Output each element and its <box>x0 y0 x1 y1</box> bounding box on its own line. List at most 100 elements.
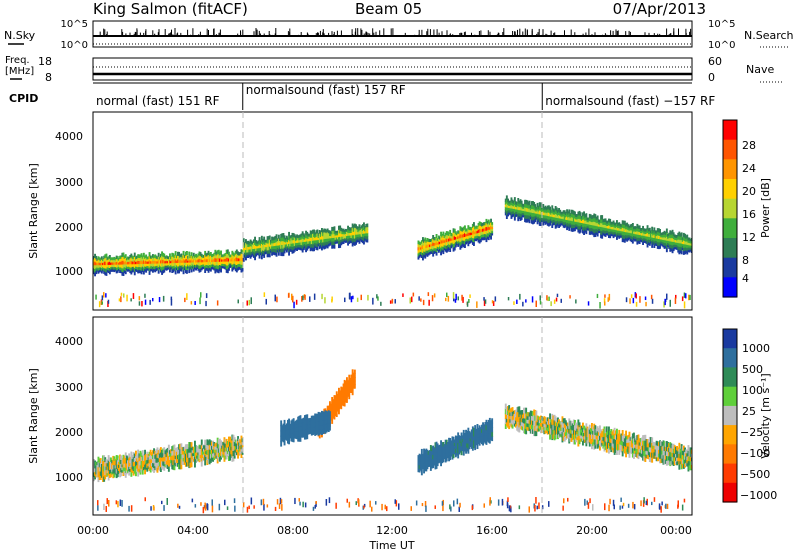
power-echo-cell <box>569 217 572 221</box>
power-echo-cell <box>465 241 467 245</box>
power-echo-cell <box>105 260 108 265</box>
power-echo-cell <box>453 235 456 240</box>
power-echo-cell <box>586 223 589 227</box>
power-echo-cell <box>263 240 266 245</box>
power-noise-cell <box>149 299 151 305</box>
velocity-echo-cell <box>445 444 448 449</box>
velocity-echo-cell <box>165 449 168 454</box>
power-echo-cell <box>627 224 630 228</box>
velocity-echo-cell <box>233 445 236 451</box>
power-echo-cell <box>601 230 604 235</box>
velocity-echo-cell <box>213 445 216 450</box>
power-echo-cell <box>572 227 575 232</box>
velocity-echo-cell <box>165 463 168 469</box>
power-echo-cell <box>153 265 155 269</box>
power-echo-cell <box>562 224 565 228</box>
power-echo-cell <box>450 232 453 236</box>
velocity-echo-cell <box>467 448 470 454</box>
power-echo-cell <box>119 255 121 260</box>
power-echo-cell <box>634 228 636 232</box>
velocity-echo-cell <box>108 457 111 462</box>
velocity-echo-cell <box>467 442 470 449</box>
power-echo-cell <box>612 229 615 233</box>
power-echo-cell <box>224 266 227 270</box>
power-echo-cell <box>107 264 110 268</box>
velocity-echo-cell <box>321 429 323 435</box>
velocity-echo-cell <box>465 429 467 436</box>
velocity-echo-cell <box>226 453 229 457</box>
power-echo-cell <box>677 232 680 237</box>
velocity-echo-cell <box>322 415 325 421</box>
power-echo-cell <box>623 227 626 232</box>
velocity-echo-cell <box>323 428 326 433</box>
power-echo-cell <box>347 238 349 243</box>
velocity-echo-cell <box>110 465 112 470</box>
power-echo-cell <box>618 227 621 231</box>
power-echo-cell <box>488 229 491 233</box>
power-echo-cell <box>149 255 152 259</box>
power-echo-cell <box>212 258 214 262</box>
velocity-echo-cell <box>549 418 551 425</box>
power-echo-cell <box>243 252 246 256</box>
power-echo-cell <box>471 223 474 228</box>
power-echo-cell <box>646 243 649 248</box>
velocity-echo-cell <box>471 435 474 442</box>
velocity-echo-cell <box>292 418 295 424</box>
power-echo-cell <box>485 222 488 227</box>
power-echo-cell <box>517 205 520 210</box>
power-echo-cell <box>343 237 346 241</box>
power-echo-cell <box>682 236 685 241</box>
power-echo-cell <box>660 242 663 246</box>
power-echo-cell <box>141 255 144 259</box>
velocity-echo-cell <box>423 463 425 469</box>
velocity-echo-cell <box>572 438 575 445</box>
velocity-echo-cell <box>173 454 176 461</box>
velocity-echo-cell <box>434 447 437 454</box>
power-echo-cell <box>321 246 323 251</box>
velocity-echo-cell <box>188 442 191 448</box>
power-echo-cell <box>650 238 652 242</box>
power-echo-cell <box>639 230 642 233</box>
velocity-echo-cell <box>293 421 296 426</box>
velocity-echo-cell <box>107 455 110 461</box>
power-echo-cell <box>322 238 325 243</box>
power-echo-cell <box>238 260 241 264</box>
power-noise-cell <box>263 292 266 298</box>
velocity-echo-cell <box>177 462 179 467</box>
power-echo-cell <box>504 198 507 202</box>
power-echo-cell <box>595 219 598 224</box>
power-echo-cell <box>256 245 259 249</box>
velocity-echo-cell <box>306 424 309 430</box>
velocity-echo-cell <box>208 458 211 465</box>
velocity-echo-cell <box>473 435 475 441</box>
power-echo-cell <box>477 223 480 227</box>
power-echo-cell <box>351 223 354 228</box>
power-echo-cell <box>173 254 176 258</box>
power-echo-cell <box>579 222 582 227</box>
power-echo-cell <box>637 240 640 244</box>
velocity-echo-cell <box>290 424 293 430</box>
power-echo-cell <box>203 261 205 265</box>
velocity-echo-cell <box>118 464 120 468</box>
velocity-echo-cell <box>505 414 508 419</box>
power-echo-cell <box>586 217 589 221</box>
velocity-echo-cell <box>544 420 547 425</box>
nsky-tick-top: 10^5 <box>61 19 88 30</box>
power-echo-cell <box>97 270 100 274</box>
power-echo-cell <box>478 235 481 240</box>
power-echo-cell <box>440 247 442 252</box>
power-echo-cell <box>181 262 184 266</box>
velocity-echo-cell <box>475 438 478 443</box>
power-echo-cell <box>254 252 256 257</box>
power-echo-cell <box>547 215 550 220</box>
velocity-echo-cell <box>341 397 344 402</box>
power-echo-cell <box>95 255 98 260</box>
nsky-spikes <box>99 28 692 36</box>
velocity-echo-cell <box>191 446 194 451</box>
velocity-echo-cell <box>232 455 235 462</box>
power-noise-cell <box>411 296 413 303</box>
velocity-echo-cell <box>334 411 337 417</box>
power-echo-cell <box>681 243 684 246</box>
velocity-echo-cell <box>203 456 205 461</box>
